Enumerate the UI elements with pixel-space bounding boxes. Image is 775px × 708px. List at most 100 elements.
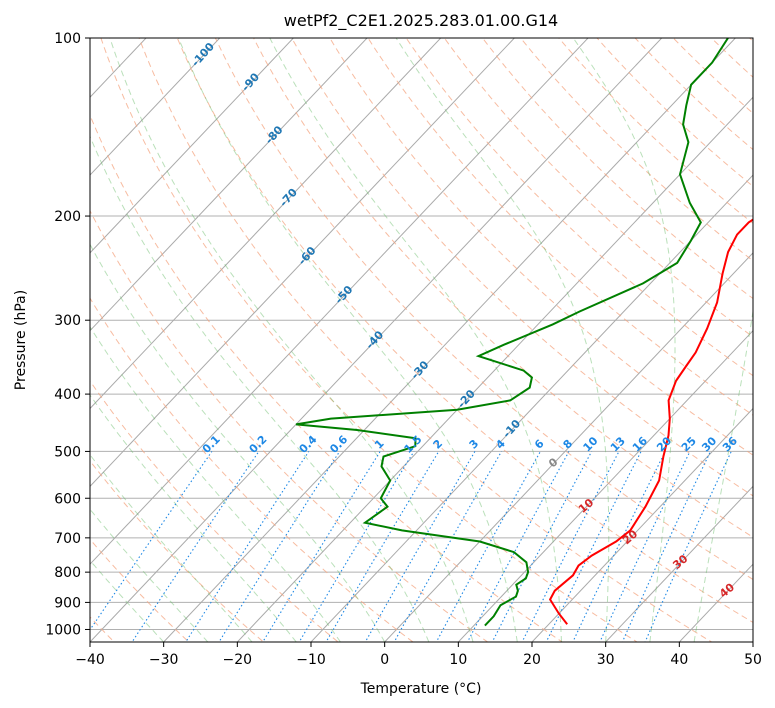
isotherm-line: [90, 38, 589, 565]
mixing-ratio-label: 4: [493, 437, 508, 452]
x-tick-label: 50: [744, 652, 762, 668]
isotherm-line: [90, 38, 663, 642]
isotherm-line: [604, 485, 753, 642]
dry-adiabat-line: [253, 38, 753, 538]
dry-adiabat-line: [90, 460, 265, 642]
x-tick-label: −20: [223, 652, 253, 668]
dry-adiabat-line: [90, 209, 489, 642]
isotherm-line: [90, 38, 368, 332]
moist-adiabat-line: [178, 38, 518, 642]
isotherm-line: [531, 407, 753, 642]
dry-adiabat-line: [710, 38, 753, 78]
y-tick-label: 800: [54, 565, 81, 581]
isotherm-line: [90, 38, 516, 488]
dry-adiabat-line: [443, 38, 753, 338]
x-tick-label: −40: [75, 652, 105, 668]
isotherm-label: -80: [263, 123, 286, 147]
dry-adiabat-line: [291, 38, 753, 497]
y-tick-label: 500: [54, 444, 81, 460]
mixing-ratio-label: 8: [561, 437, 576, 452]
plot-frame: [89, 37, 754, 643]
isotherm-line: [162, 38, 737, 642]
mixing-ratio-label: 0.4: [297, 433, 320, 456]
isotherm-label: -30: [408, 358, 431, 382]
dry-adiabat-line: [138, 38, 713, 642]
mixing-ratio-line: [599, 451, 691, 642]
axes: −40 −30 −20 −10 0 10 20 30 40 5010009008007006005…: [45, 31, 762, 668]
mixing-ratio-line: [521, 451, 620, 642]
mixing-ratio-line: [218, 451, 341, 642]
moist-adiabat-line: [90, 135, 430, 642]
mixing-ratio-line: [644, 451, 732, 642]
y-tick-label: 200: [54, 209, 81, 225]
moist-adiabat-line: [90, 394, 297, 642]
moist-adiabat-line: [572, 38, 676, 642]
mixing-ratio-line: [90, 451, 213, 631]
y-tick-label: 600: [54, 491, 81, 507]
mixing-ratio-line: [545, 451, 642, 642]
mixing-ratio-line: [185, 451, 310, 642]
moist-adiabat-line: [693, 308, 753, 642]
mixing-ratio-label: 0.1: [200, 433, 223, 456]
temperature-profile-line: [548, 218, 753, 625]
isotherm-line: [236, 96, 753, 642]
mixing-ratio-line: [262, 451, 381, 642]
y-axis-label: Pressure (hPa): [13, 290, 29, 390]
isotherm-line: [90, 38, 295, 254]
dry-adiabat-line: [90, 297, 414, 642]
y-tick-label: 400: [54, 387, 81, 403]
dry-adiabat-line: [90, 380, 339, 642]
mixing-ratio-line: [491, 451, 593, 642]
isotherm-label: -40: [363, 328, 386, 352]
chart-title: wetPf2_C2E1.2025.283.01.00.G14: [284, 11, 558, 31]
moist-adiabat-line: [269, 38, 562, 642]
x-tick-label: 10: [449, 652, 467, 668]
moist-adiabat-label: 0: [546, 455, 560, 470]
mixing-ratio-label: 1: [372, 437, 387, 452]
mixing-ratio-line: [572, 451, 666, 642]
moist-adiabat-line: [395, 38, 610, 642]
mixing-ratio-line: [131, 451, 260, 642]
mixing-ratio-line: [393, 451, 502, 642]
isotherm-line: [90, 38, 442, 410]
mixing-ratio-line: [364, 451, 476, 642]
dry-adiabat-line: [405, 38, 753, 377]
moist-adiabat-line: [90, 325, 341, 642]
isotherm-label: -10: [500, 417, 523, 441]
dry-adiabat-line: [748, 38, 753, 42]
dry-adiabat-line: [634, 38, 753, 151]
dry-adiabat-line: [214, 38, 753, 581]
x-tick-label: 0: [380, 652, 389, 668]
isotherm-line: [457, 329, 753, 642]
mixing-ratio-line: [298, 451, 415, 642]
mixing-ratio-label: 6: [532, 437, 547, 452]
dry-adiabat-line: [90, 538, 190, 642]
isotherm-line: [310, 174, 753, 642]
isotherm-label: -50: [333, 283, 356, 307]
dry-adiabat-line: [176, 38, 753, 624]
dry-adiabat-line: [90, 113, 564, 642]
y-tick-label: 1000: [45, 622, 81, 638]
moist-adiabat-line: [109, 38, 474, 642]
x-tick-label: 40: [670, 652, 688, 668]
mixing-ratio-label: 3: [467, 437, 482, 452]
dewpoint-profile-line: [295, 38, 729, 627]
x-tick-label: −10: [296, 652, 326, 668]
dry-adiabat-line: [520, 38, 753, 262]
y-tick-label: 700: [54, 531, 81, 547]
isotherm-label: -70: [277, 186, 300, 210]
moist-adiabat-line: [90, 243, 386, 642]
y-tick-label: 300: [54, 313, 81, 329]
mixing-ratio-line: [435, 451, 541, 642]
plot-area: 0.1 0.2 0.4 0.6 1 1.5 2 3 4 6 8 10 13 16 20 25 30 36-100-…: [90, 38, 753, 642]
mixing-ratio-line: [325, 451, 440, 642]
x-tick-label: −30: [149, 652, 179, 668]
moist-adiabat-line: [90, 508, 209, 642]
mixing-ratio-label: 0.6: [327, 433, 350, 456]
dry-adiabat-line: [558, 38, 753, 224]
y-tick-label: 100: [54, 31, 81, 47]
dry-adiabat-line: [367, 38, 753, 416]
isotherm-line: [383, 252, 753, 642]
y-tick-label: 900: [54, 595, 81, 611]
